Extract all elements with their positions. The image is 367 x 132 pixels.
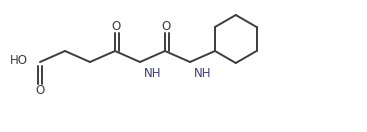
Text: HO: HO <box>10 53 28 67</box>
Text: O: O <box>112 20 121 34</box>
Text: NH: NH <box>144 67 161 80</box>
Text: O: O <box>35 84 44 96</box>
Text: NH: NH <box>194 67 211 80</box>
Text: O: O <box>162 20 171 34</box>
